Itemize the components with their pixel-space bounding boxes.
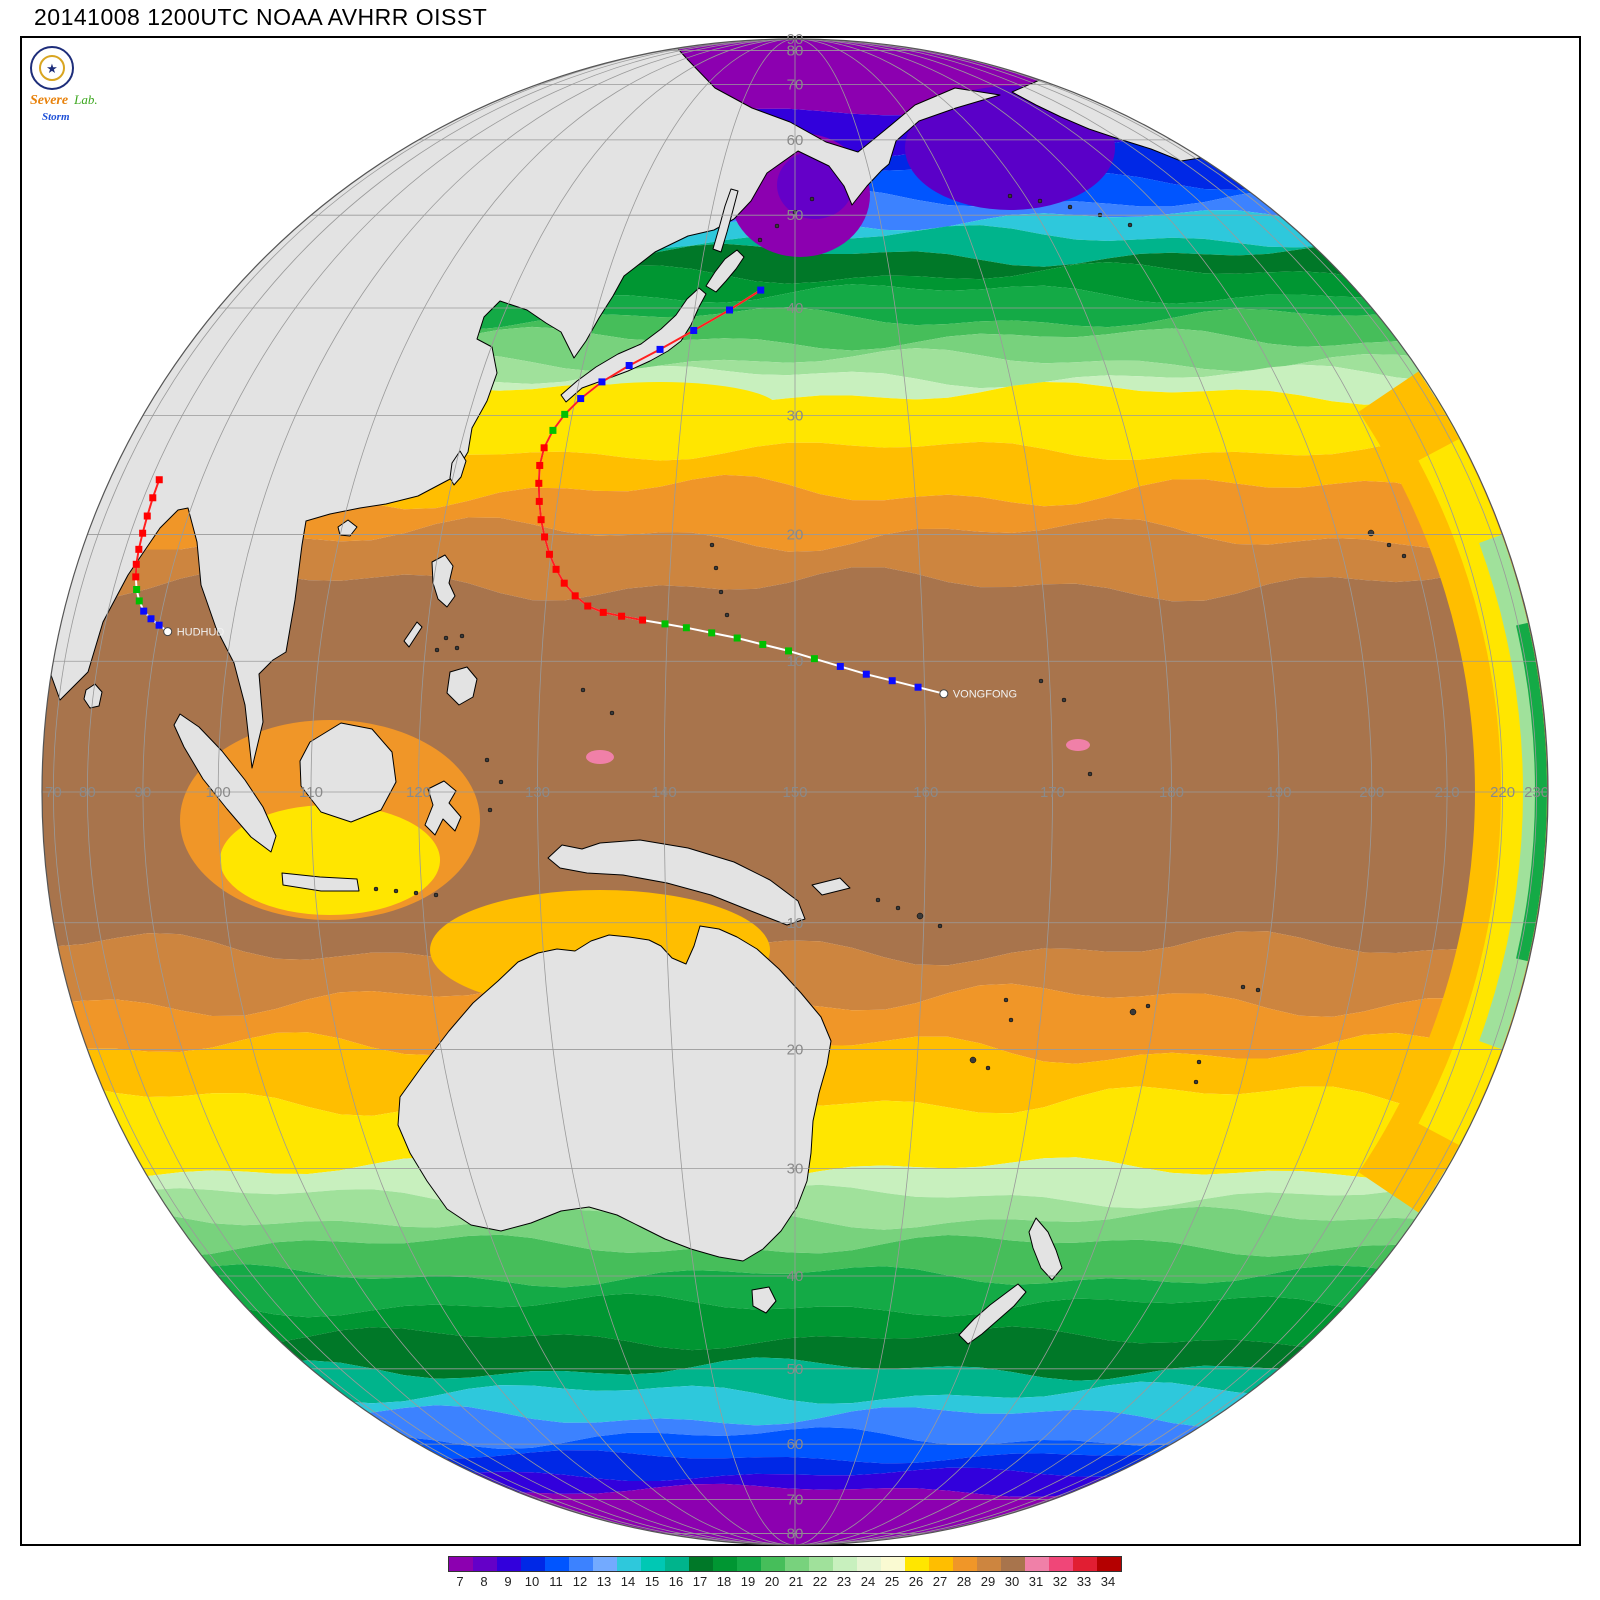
colorbar-label: 19 [740,1574,756,1589]
colorbar-swatch [929,1557,953,1571]
colorbar-swatch [881,1557,905,1571]
colorbar-label: 28 [956,1574,972,1589]
colorbar-swatch [641,1557,665,1571]
colorbar-label: 10 [524,1574,540,1589]
colorbar-swatch [665,1557,689,1571]
colorbar-swatch [521,1557,545,1571]
colorbar-label: 11 [549,1574,563,1589]
colorbar-label: 7 [456,1574,464,1589]
colorbar-label: 18 [716,1574,732,1589]
colorbar-swatch [785,1557,809,1571]
colorbar-label: 22 [812,1574,828,1589]
map-frame [20,36,1581,1546]
colorbar-swatch [617,1557,641,1571]
emblem-ring: ★ [39,55,65,81]
colorbar-swatch [1001,1557,1025,1571]
colorbar-swatch [569,1557,593,1571]
colorbar-swatch [977,1557,1001,1571]
colorbar-swatch [953,1557,977,1571]
colorbar-label: 14 [620,1574,636,1589]
colorbar-swatch [497,1557,521,1571]
logo-text: Severe Lab. Storm [30,92,150,124]
colorbar-swatches [448,1556,1122,1572]
colorbar-swatch [905,1557,929,1571]
colorbar-swatch [833,1557,857,1571]
colorbar-label: 9 [504,1574,512,1589]
colorbar-swatch [689,1557,713,1571]
colorbar-swatch [1097,1557,1121,1571]
colorbar-label: 27 [932,1574,948,1589]
logo-storm: Storm [42,111,70,123]
colorbar-labels: 7 8 9 10 11 12 13 14 15 16 17 18 19 20 21 22 23 24 25 26 27 2… [448,1574,1122,1589]
colorbar-label: 30 [1004,1574,1020,1589]
colorbar-swatch [1025,1557,1049,1571]
colorbar-label: 34 [1100,1574,1116,1589]
logo-severe: Severe [30,93,69,108]
colorbar-swatch [1073,1557,1097,1571]
colorbar-label: 32 [1052,1574,1068,1589]
colorbar-swatch [593,1557,617,1571]
colorbar-label: 15 [644,1574,660,1589]
colorbar-label: 16 [668,1574,684,1589]
colorbar-swatch [1049,1557,1073,1571]
colorbar-label: 13 [596,1574,612,1589]
colorbar-swatch [545,1557,569,1571]
colorbar-label: 12 [572,1574,588,1589]
colorbar-swatch [809,1557,833,1571]
colorbar-swatch [449,1557,473,1571]
colorbar-label: 17 [692,1574,708,1589]
colorbar-label: 23 [836,1574,852,1589]
colorbar-label: 26 [908,1574,924,1589]
colorbar-label: 33 [1076,1574,1092,1589]
colorbar-swatch [857,1557,881,1571]
colorbar-label: 24 [860,1574,876,1589]
colorbar-swatch [737,1557,761,1571]
colorbar-label: 20 [764,1574,780,1589]
star-icon: ★ [46,60,58,76]
colorbar-swatch [713,1557,737,1571]
colorbar-label: 21 [788,1574,804,1589]
colorbar-label: 31 [1028,1574,1044,1589]
colorbar-label: 25 [884,1574,900,1589]
colorbar-label: 29 [980,1574,996,1589]
logo-lab: Lab. [74,92,98,107]
page-title: 20141008 1200UTC NOAA AVHRR OISST [34,4,488,30]
sst-colorbar: 7 8 9 10 11 12 13 14 15 16 17 18 19 20 21 22 23 24 25 26 27 2… [448,1556,1122,1589]
colorbar-label: 8 [480,1574,488,1589]
lab-emblem-icon: ★ [30,46,74,90]
colorbar-swatch [761,1557,785,1571]
severe-storm-lab-logo: ★ Severe Lab. Storm [30,46,150,124]
colorbar-swatch [473,1557,497,1571]
